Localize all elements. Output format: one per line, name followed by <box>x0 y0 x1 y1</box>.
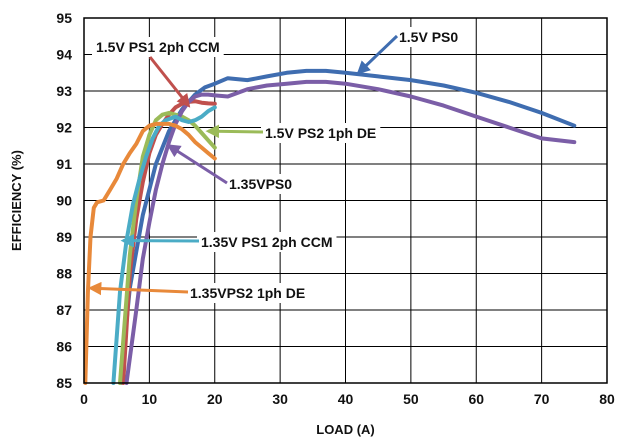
annotation-box <box>186 283 310 303</box>
annotation-layer: 1.5V PS0 1.5V PS1 2ph CCM 1.5V PS2 1ph DE 1… <box>87 27 463 303</box>
annotation-arrow-1 <box>356 34 399 75</box>
plot-frame <box>83 17 608 384</box>
x-tick-label: 70 <box>534 391 550 407</box>
y-tick-label: 89 <box>56 229 72 245</box>
y-tick-label: 90 <box>56 193 72 209</box>
annotation-arrow-4 <box>166 144 228 185</box>
annotation-arrow-2 <box>148 56 191 108</box>
annotation-box <box>395 27 463 47</box>
x-tick-label: 60 <box>468 391 484 407</box>
annotation-arrow-6 <box>87 281 189 296</box>
x-tick-label: 20 <box>207 391 223 407</box>
x-tick-label: 80 <box>599 391 615 407</box>
annotation-label-1: 1.5V PS0 <box>399 29 458 45</box>
annotation-arrow-3 <box>205 124 264 139</box>
x-tick-label: 50 <box>403 391 419 407</box>
annotation-box <box>261 123 381 143</box>
x-axis-title: LOAD (A) <box>316 422 375 437</box>
y-tick-label: 86 <box>56 339 72 355</box>
annotation-label-6: 1.35VPS2 1ph DE <box>190 285 305 301</box>
annotation-box <box>92 37 224 57</box>
x-tick-label: 0 <box>80 391 88 407</box>
annotation-box <box>225 174 297 194</box>
annotation-label-3: 1.5V PS2 1ph DE <box>265 125 376 141</box>
series-layer <box>83 68 577 385</box>
annotation-label-2: 1.5V PS1 2ph CCM <box>96 39 220 55</box>
y-tick-label: 87 <box>56 302 72 318</box>
annotation-label-4: 1.35VPS0 <box>229 176 292 192</box>
y-tick-label: 88 <box>56 266 72 282</box>
y-axis-title: EFFICIENCY (%) <box>9 150 24 251</box>
series-line-4 <box>124 79 577 385</box>
y-tick-label: 95 <box>56 10 72 26</box>
annotation-box <box>197 232 337 252</box>
annotation-label-5: 1.35V PS1 2ph CCM <box>201 234 333 250</box>
y-tick-label: 94 <box>56 47 72 63</box>
y-tick-label: 93 <box>56 83 72 99</box>
tick-label-layer: 85 86 87 88 89 90 91 92 93 94 95 0 10 20 30 40 50 60 70 80 <box>56 10 615 407</box>
y-tick-label: 92 <box>56 120 72 136</box>
x-tick-label: 40 <box>338 391 354 407</box>
series-line-1 <box>118 68 577 385</box>
series-line-6 <box>83 121 217 385</box>
x-tick-label: 10 <box>142 391 158 407</box>
y-tick-label: 85 <box>56 375 72 391</box>
y-tick-label: 91 <box>56 156 72 172</box>
x-tick-label: 30 <box>272 391 288 407</box>
